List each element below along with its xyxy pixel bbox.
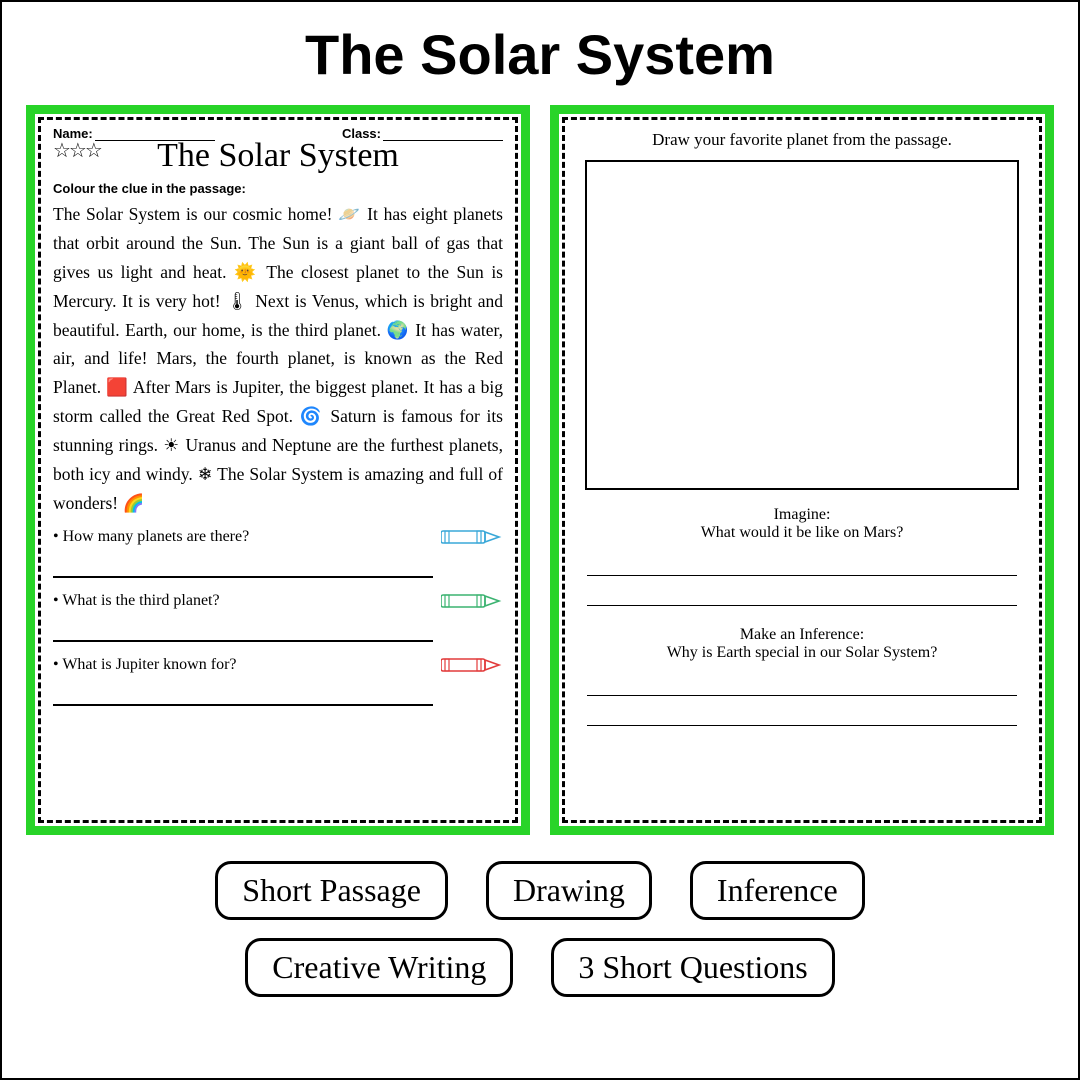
question-1: How many planets are there?: [53, 528, 433, 546]
instruction-text: Colour the clue in the passage:: [53, 181, 503, 196]
answer-line-3[interactable]: [53, 680, 433, 706]
tag-creative-writing: Creative Writing: [245, 938, 513, 997]
question-row-2: What is the third planet?: [53, 592, 503, 610]
tag-drawing: Drawing: [486, 861, 652, 920]
write-line[interactable]: [587, 706, 1017, 726]
tag-short-passage: Short Passage: [215, 861, 448, 920]
pages-container: Name: Class: ☆☆☆ The Solar System Colour…: [26, 105, 1054, 835]
worksheet-page-1: Name: Class: ☆☆☆ The Solar System Colour…: [26, 105, 530, 835]
inference-question: Why is Earth special in our Solar System…: [577, 644, 1027, 662]
question-row-3: What is Jupiter known for?: [53, 656, 503, 674]
question-row-1: How many planets are there?: [53, 528, 503, 546]
imagine-question: What would it be like on Mars?: [577, 524, 1027, 542]
question-3: What is Jupiter known for?: [53, 656, 433, 674]
worksheet-page-2: Draw your favorite planet from the passa…: [550, 105, 1054, 835]
write-line[interactable]: [587, 556, 1017, 576]
questions-block: How many planets are there? What is the …: [53, 528, 503, 706]
inference-label: Make an Inference:: [577, 626, 1027, 644]
tag-inference: Inference: [690, 861, 865, 920]
name-label: Name:: [53, 126, 93, 141]
write-line[interactable]: [587, 586, 1017, 606]
draw-prompt: Draw your favorite planet from the passa…: [577, 130, 1027, 150]
question-2: What is the third planet?: [53, 592, 433, 610]
drawing-box[interactable]: [585, 160, 1019, 490]
crayon-icon-2: [441, 592, 503, 610]
answer-line-2[interactable]: [53, 616, 433, 642]
crayon-icon-1: [441, 528, 503, 546]
worksheet-title: The Solar System: [53, 137, 503, 175]
tag-3-short-questions: 3 Short Questions: [551, 938, 834, 997]
answer-line-1[interactable]: [53, 552, 433, 578]
main-title: The Solar System: [305, 22, 775, 87]
passage-text: The Solar System is our cosmic home! 🪐 I…: [53, 200, 503, 518]
write-line[interactable]: [587, 676, 1017, 696]
imagine-label: Imagine:: [577, 506, 1027, 524]
tags-row: Short Passage Drawing Inference Creative…: [110, 861, 970, 997]
crayon-icon-3: [441, 656, 503, 674]
